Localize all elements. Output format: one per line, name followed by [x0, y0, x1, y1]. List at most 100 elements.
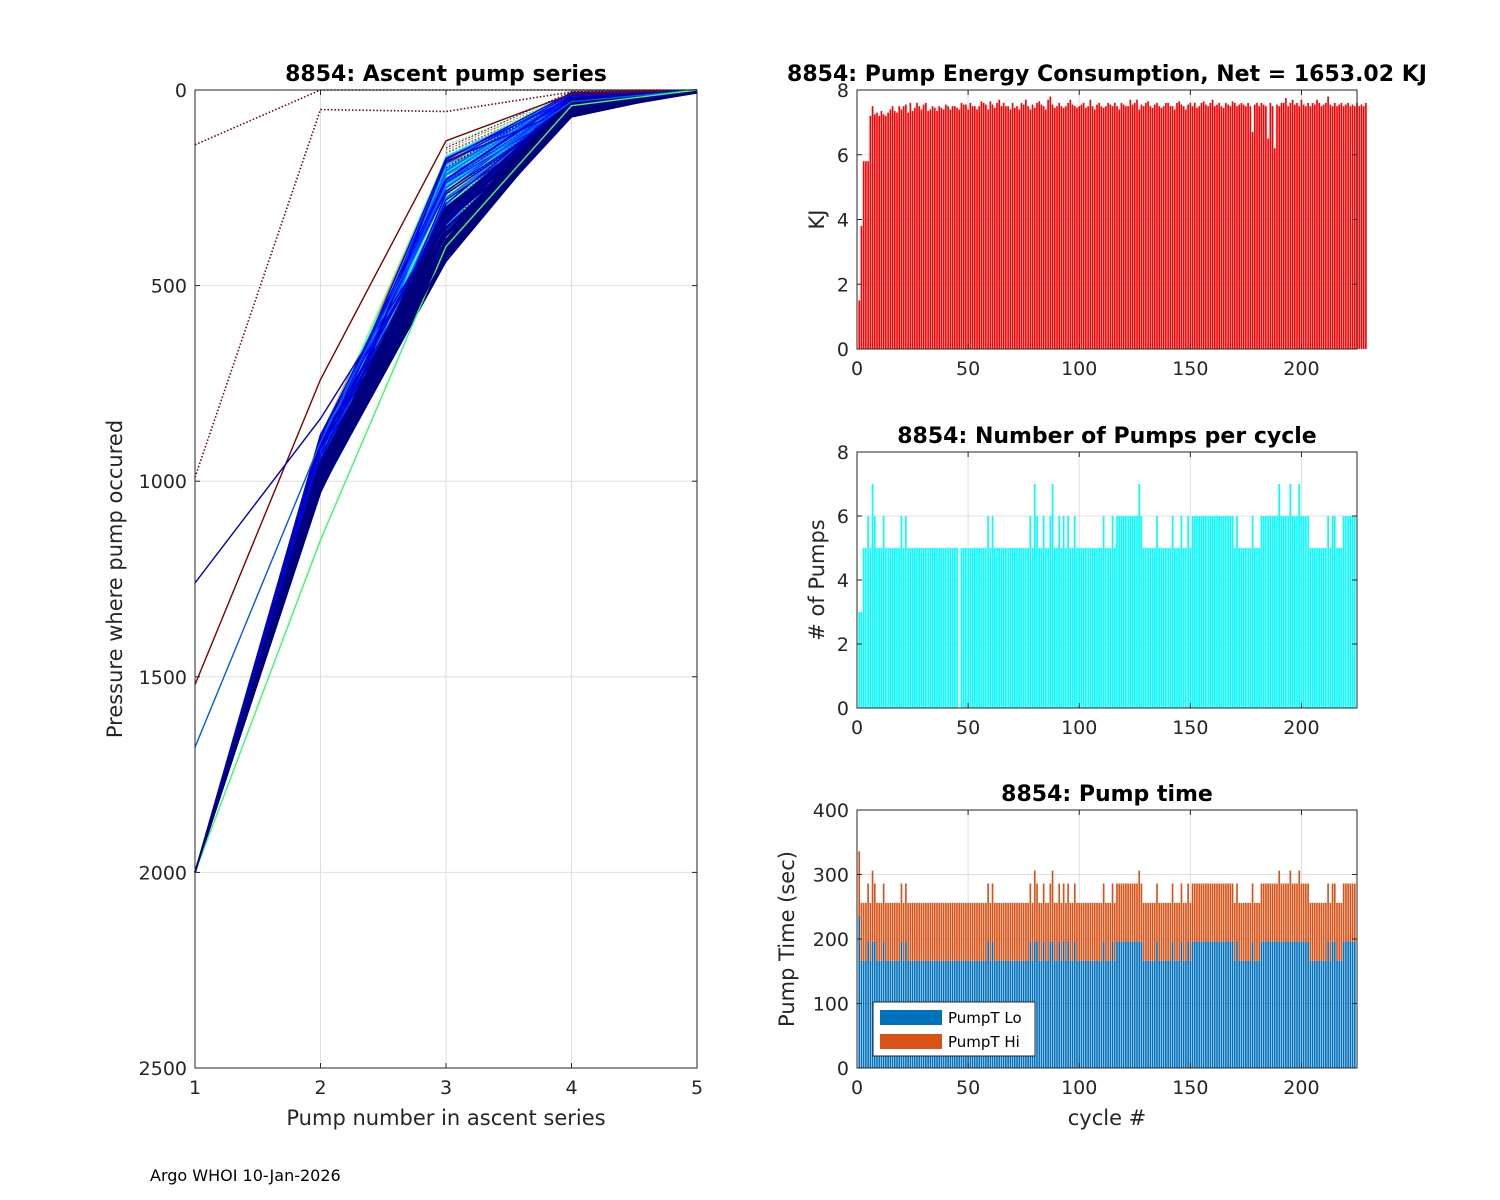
npumps-bar	[1022, 548, 1025, 708]
energy-bar	[931, 106, 934, 349]
energy-bar	[1313, 104, 1316, 349]
energy-bar	[1025, 99, 1027, 350]
energy-bar	[1136, 99, 1138, 350]
pumptime-bar-hi	[996, 902, 998, 961]
pumptime-bar-hi	[1240, 902, 1243, 961]
energy-bar	[1225, 102, 1227, 349]
npumps-bar	[1207, 516, 1209, 708]
npumps-bar	[1347, 516, 1349, 708]
npumps-bar	[1216, 516, 1218, 708]
energy-bar	[1093, 109, 1096, 349]
energy-ytick-label: 2	[837, 274, 849, 296]
energy-bar	[927, 111, 929, 349]
npumps-bar	[1202, 516, 1205, 708]
legend-label: PumpT Hi	[948, 1033, 1020, 1051]
npumps-bar	[976, 548, 978, 708]
npumps-bar	[1058, 516, 1061, 708]
energy-bar	[1209, 102, 1212, 349]
npumps-bar	[1040, 548, 1043, 708]
energy-bar	[989, 101, 992, 349]
npumps-bar	[967, 548, 969, 708]
energy-bar	[1180, 104, 1183, 349]
pumptime-bar-hi	[1065, 902, 1067, 961]
energy-title: 8854: Pump Energy Consumption, Net = 165…	[787, 62, 1427, 87]
energy-bar	[1096, 104, 1098, 349]
npumps-bar	[1291, 516, 1294, 708]
energy-bar	[896, 112, 898, 349]
energy-bar	[1053, 107, 1056, 350]
npumps-bar	[1242, 548, 1245, 708]
npumps-bar	[865, 548, 867, 708]
ascent-lines	[194, 89, 698, 873]
pumptime-bar-lo	[1087, 960, 1089, 1068]
npumps-bar	[891, 548, 894, 708]
energy-bar	[1309, 106, 1312, 349]
pumptime-bar-lo	[1220, 941, 1223, 1068]
pumptime-bar-lo	[1347, 941, 1349, 1068]
energy-bar	[1200, 102, 1203, 349]
energy-xtick-label: 0	[851, 358, 863, 380]
pumptime-bar-hi	[1160, 902, 1163, 961]
pumptime-bar-hi	[876, 902, 878, 961]
energy-bar	[1316, 99, 1318, 350]
npumps-bar	[1178, 548, 1181, 708]
pumptime-bar-hi	[1345, 883, 1347, 942]
pumptime-bar-hi	[1036, 883, 1038, 942]
energy-bar	[920, 109, 923, 349]
pumptime-bar-hi	[1020, 902, 1023, 961]
npumps-bar	[911, 548, 914, 708]
pumptime-bar-lo	[1085, 960, 1087, 1068]
pumptime-bar-lo	[1162, 960, 1165, 1068]
npumps-bar	[1298, 484, 1301, 708]
pumptime-bar-hi	[1253, 902, 1256, 961]
energy-bar	[1069, 99, 1072, 350]
energy-bar	[933, 107, 936, 350]
npumps-bar	[1051, 484, 1054, 708]
npumps-bar	[887, 548, 889, 708]
energy-ylabel: KJ	[805, 210, 829, 230]
energy-bar	[922, 104, 925, 349]
pumptime-bar-hi	[1109, 902, 1112, 961]
energy-bar	[936, 111, 938, 349]
energy-bar	[1011, 102, 1014, 349]
ascent-series-line	[445, 89, 698, 229]
pumptime-bar-hi	[1085, 902, 1087, 961]
pumptime-bar-hi	[1213, 883, 1216, 942]
npumps-bar	[1296, 516, 1298, 708]
energy-bar	[1353, 106, 1356, 349]
energy-bar	[869, 115, 872, 350]
energy-bar	[1347, 102, 1349, 349]
npumps-bar	[1111, 516, 1114, 708]
pumptime-bar-lo	[1120, 941, 1123, 1068]
npumps-bar	[991, 516, 994, 708]
npumps-bar	[1318, 548, 1321, 708]
pumptime-bar-lo	[1309, 960, 1312, 1068]
energy-bar	[1005, 106, 1007, 349]
pumptime-bar-lo	[1316, 960, 1318, 1068]
npumps-bar	[1096, 548, 1098, 708]
npumps-bar	[1082, 548, 1085, 708]
energy-bar	[958, 109, 961, 349]
energy-bar	[1193, 102, 1196, 349]
pumptime-bar-hi	[1269, 883, 1272, 942]
pumptime-bar-hi	[1316, 902, 1318, 961]
energy-bar	[1291, 99, 1294, 350]
pumptime-bar-lo	[1145, 960, 1147, 1068]
npumps-bar	[1276, 516, 1278, 708]
pumptime-bar-lo	[867, 941, 869, 1068]
energy-bar	[885, 115, 887, 350]
pumptime-bar-hi	[1229, 883, 1232, 942]
pumptime-bar-hi	[1193, 883, 1196, 942]
pumptime-bar-hi	[1151, 902, 1154, 961]
pumptime-bar-hi	[971, 902, 974, 961]
npumps-bar	[1225, 516, 1227, 708]
energy-bar	[918, 106, 921, 349]
ascent-xtick-label: 5	[691, 1077, 703, 1099]
pumptime-bar-lo	[1156, 941, 1158, 1068]
pumptime-bar-hi	[891, 902, 894, 961]
energy-bar	[953, 106, 956, 349]
pumptime-bar-hi	[900, 883, 903, 942]
pumptime-bar-lo	[1338, 960, 1341, 1068]
pumptime-bar-lo	[1318, 960, 1321, 1068]
pumptime-bar-hi	[1338, 902, 1341, 961]
